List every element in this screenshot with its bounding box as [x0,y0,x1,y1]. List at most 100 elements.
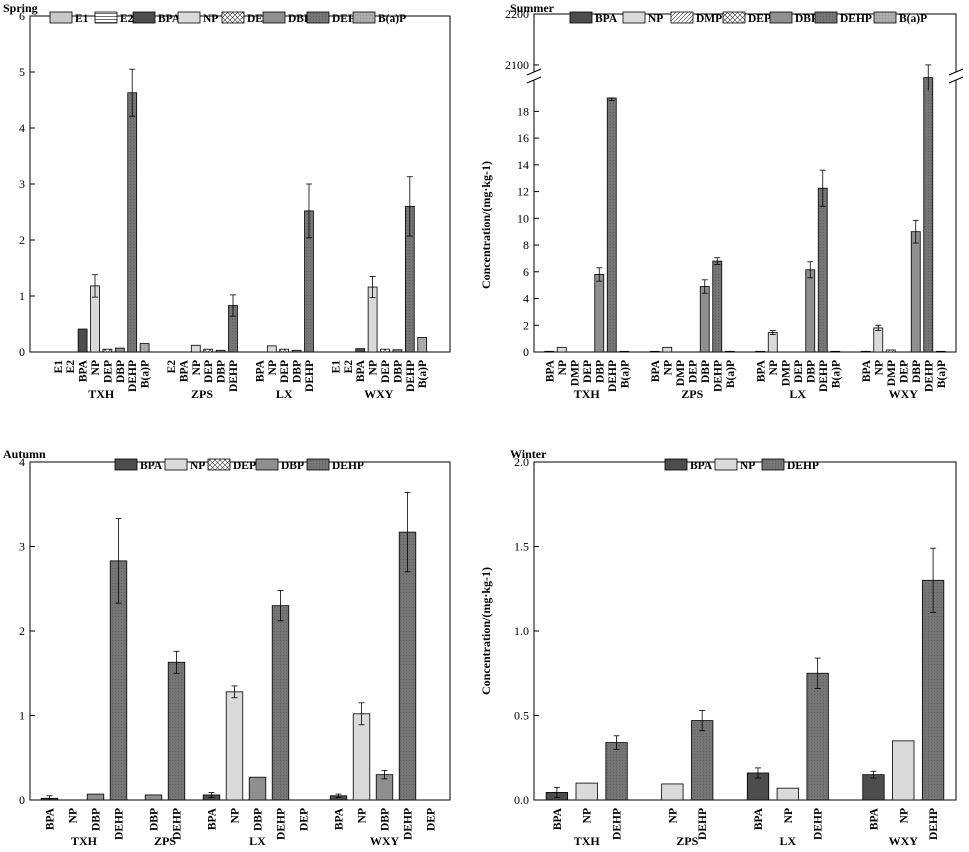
bar [167,661,186,801]
bar [102,348,113,353]
x-tick-label: NP [267,360,279,375]
group-label: WXY [364,387,394,401]
y-tick-label: 3 [19,177,25,191]
legend-label: NP [740,460,755,472]
legend-swatch [132,11,156,24]
x-tick-label: B(a)P [936,360,948,388]
x-tick-label: DEP [203,360,215,383]
axis-break-gap [948,72,964,80]
x-tick-label: NP [662,360,674,375]
panel-title: Autumn [3,447,46,461]
x-tick-label: BPA [650,359,662,382]
group-label: TXH [88,387,115,401]
x-tick-label: NP [582,808,594,823]
x-tick-label: B(a)P [140,360,152,388]
x-tick-label: BPA [861,359,873,382]
bar [921,579,945,801]
legend-swatch [664,458,688,471]
bar [935,350,946,353]
x-tick-label: DEP [898,360,910,383]
y-tick-label: 6 [523,265,529,279]
group-label: WXY [889,834,919,848]
x-tick-label: DBP [911,360,923,383]
chart-autumn: AutumnConcentration/(mg·kg-1)01234BPANPD… [3,447,451,848]
y-tick-label: 2100 [505,58,529,72]
x-tick-label: BPA [178,359,190,382]
x-tick-label: DMP [780,360,792,386]
group-label: TXH [71,834,98,848]
x-tick-label: E1 [53,360,65,374]
legend-swatch [769,11,793,24]
legend-swatch [221,11,245,24]
y-tick-label: 1 [19,709,25,723]
x-tick-label: DMP [675,360,687,386]
y-tick-label: 1 [19,289,25,303]
x-tick-label: DEHP [612,808,624,840]
x-tick-label: DEHP [923,360,935,392]
x-tick-label: DEHP [818,360,830,392]
legend-label: E1 [75,13,89,25]
legend-swatch [722,11,746,24]
bar [862,774,885,801]
bar [271,605,290,801]
x-tick-label: DEHP [114,808,126,840]
x-tick-label: NP [90,360,102,375]
bar [225,691,244,801]
y-tick-label: 4 [523,292,529,306]
bar [805,269,816,353]
bar [817,187,828,353]
x-tick-label: BPA [355,359,367,382]
legend-swatch [114,458,138,471]
x-tick-label: DEHP [403,808,415,840]
group-label: LX [789,387,806,401]
x-tick-label: B(a)P [417,360,429,388]
x-tick-label: B(a)P [619,360,631,388]
legend-swatch [164,458,188,471]
legend-label: BPA [158,13,181,25]
x-tick-label: DEHP [276,808,288,840]
y-axis-label: Concentration/(mg·kg-1) [479,567,493,695]
bar [355,348,366,353]
x-tick-label: B(a)P [830,360,842,388]
legend-swatch [622,11,646,24]
x-tick-label: NP [368,360,380,375]
x-tick-label: BPA [45,807,57,830]
x-tick-label: B(a)P [725,360,737,388]
axis-break-mark [526,68,542,76]
bar [649,350,660,353]
x-tick-label: BPA [254,359,266,382]
x-tick-label: DBP [253,808,265,831]
chart-spring: SpringConcentration/(mg·kg-1)0123456E1E2… [3,1,451,401]
y-tick-label: 6 [19,9,25,23]
legend-label: NP [203,13,218,25]
legend-label: NP [648,13,663,25]
bar [575,782,598,801]
x-tick-label: E1 [330,360,342,374]
x-tick-label: BPA [753,807,765,830]
legend-label: E2 [120,13,134,25]
x-tick-label: DEP [426,808,438,831]
x-tick-label: DEP [687,360,699,383]
bar [144,794,163,801]
x-tick-label: DBP [805,360,817,383]
x-tick-label: BPA [868,807,880,830]
y-tick-label: 18 [517,104,529,118]
group-label: TXH [574,834,601,848]
x-tick-label: DEP [299,808,311,831]
group-label: WXY [889,387,919,401]
x-tick-label: DBP [700,360,712,383]
x-tick-label: DBP [115,360,127,383]
legend-swatch [177,11,201,24]
x-tick-label: DBP [594,360,606,383]
y-tick-label: 2 [19,233,25,247]
x-tick-label: BPA [552,807,564,830]
bar [662,346,673,353]
axis-break-gap [526,72,542,80]
legend-swatch [670,11,694,24]
chart-summer: Summer Concentration/(mg·kg-1) 0 2 4 6 8 10 12 14… [479,1,964,401]
x-tick-label: DEP [380,360,392,383]
bar [215,349,226,353]
panel-title: Summer [510,1,555,15]
y-tick-label: 1.0 [514,624,529,638]
bar [910,231,921,353]
